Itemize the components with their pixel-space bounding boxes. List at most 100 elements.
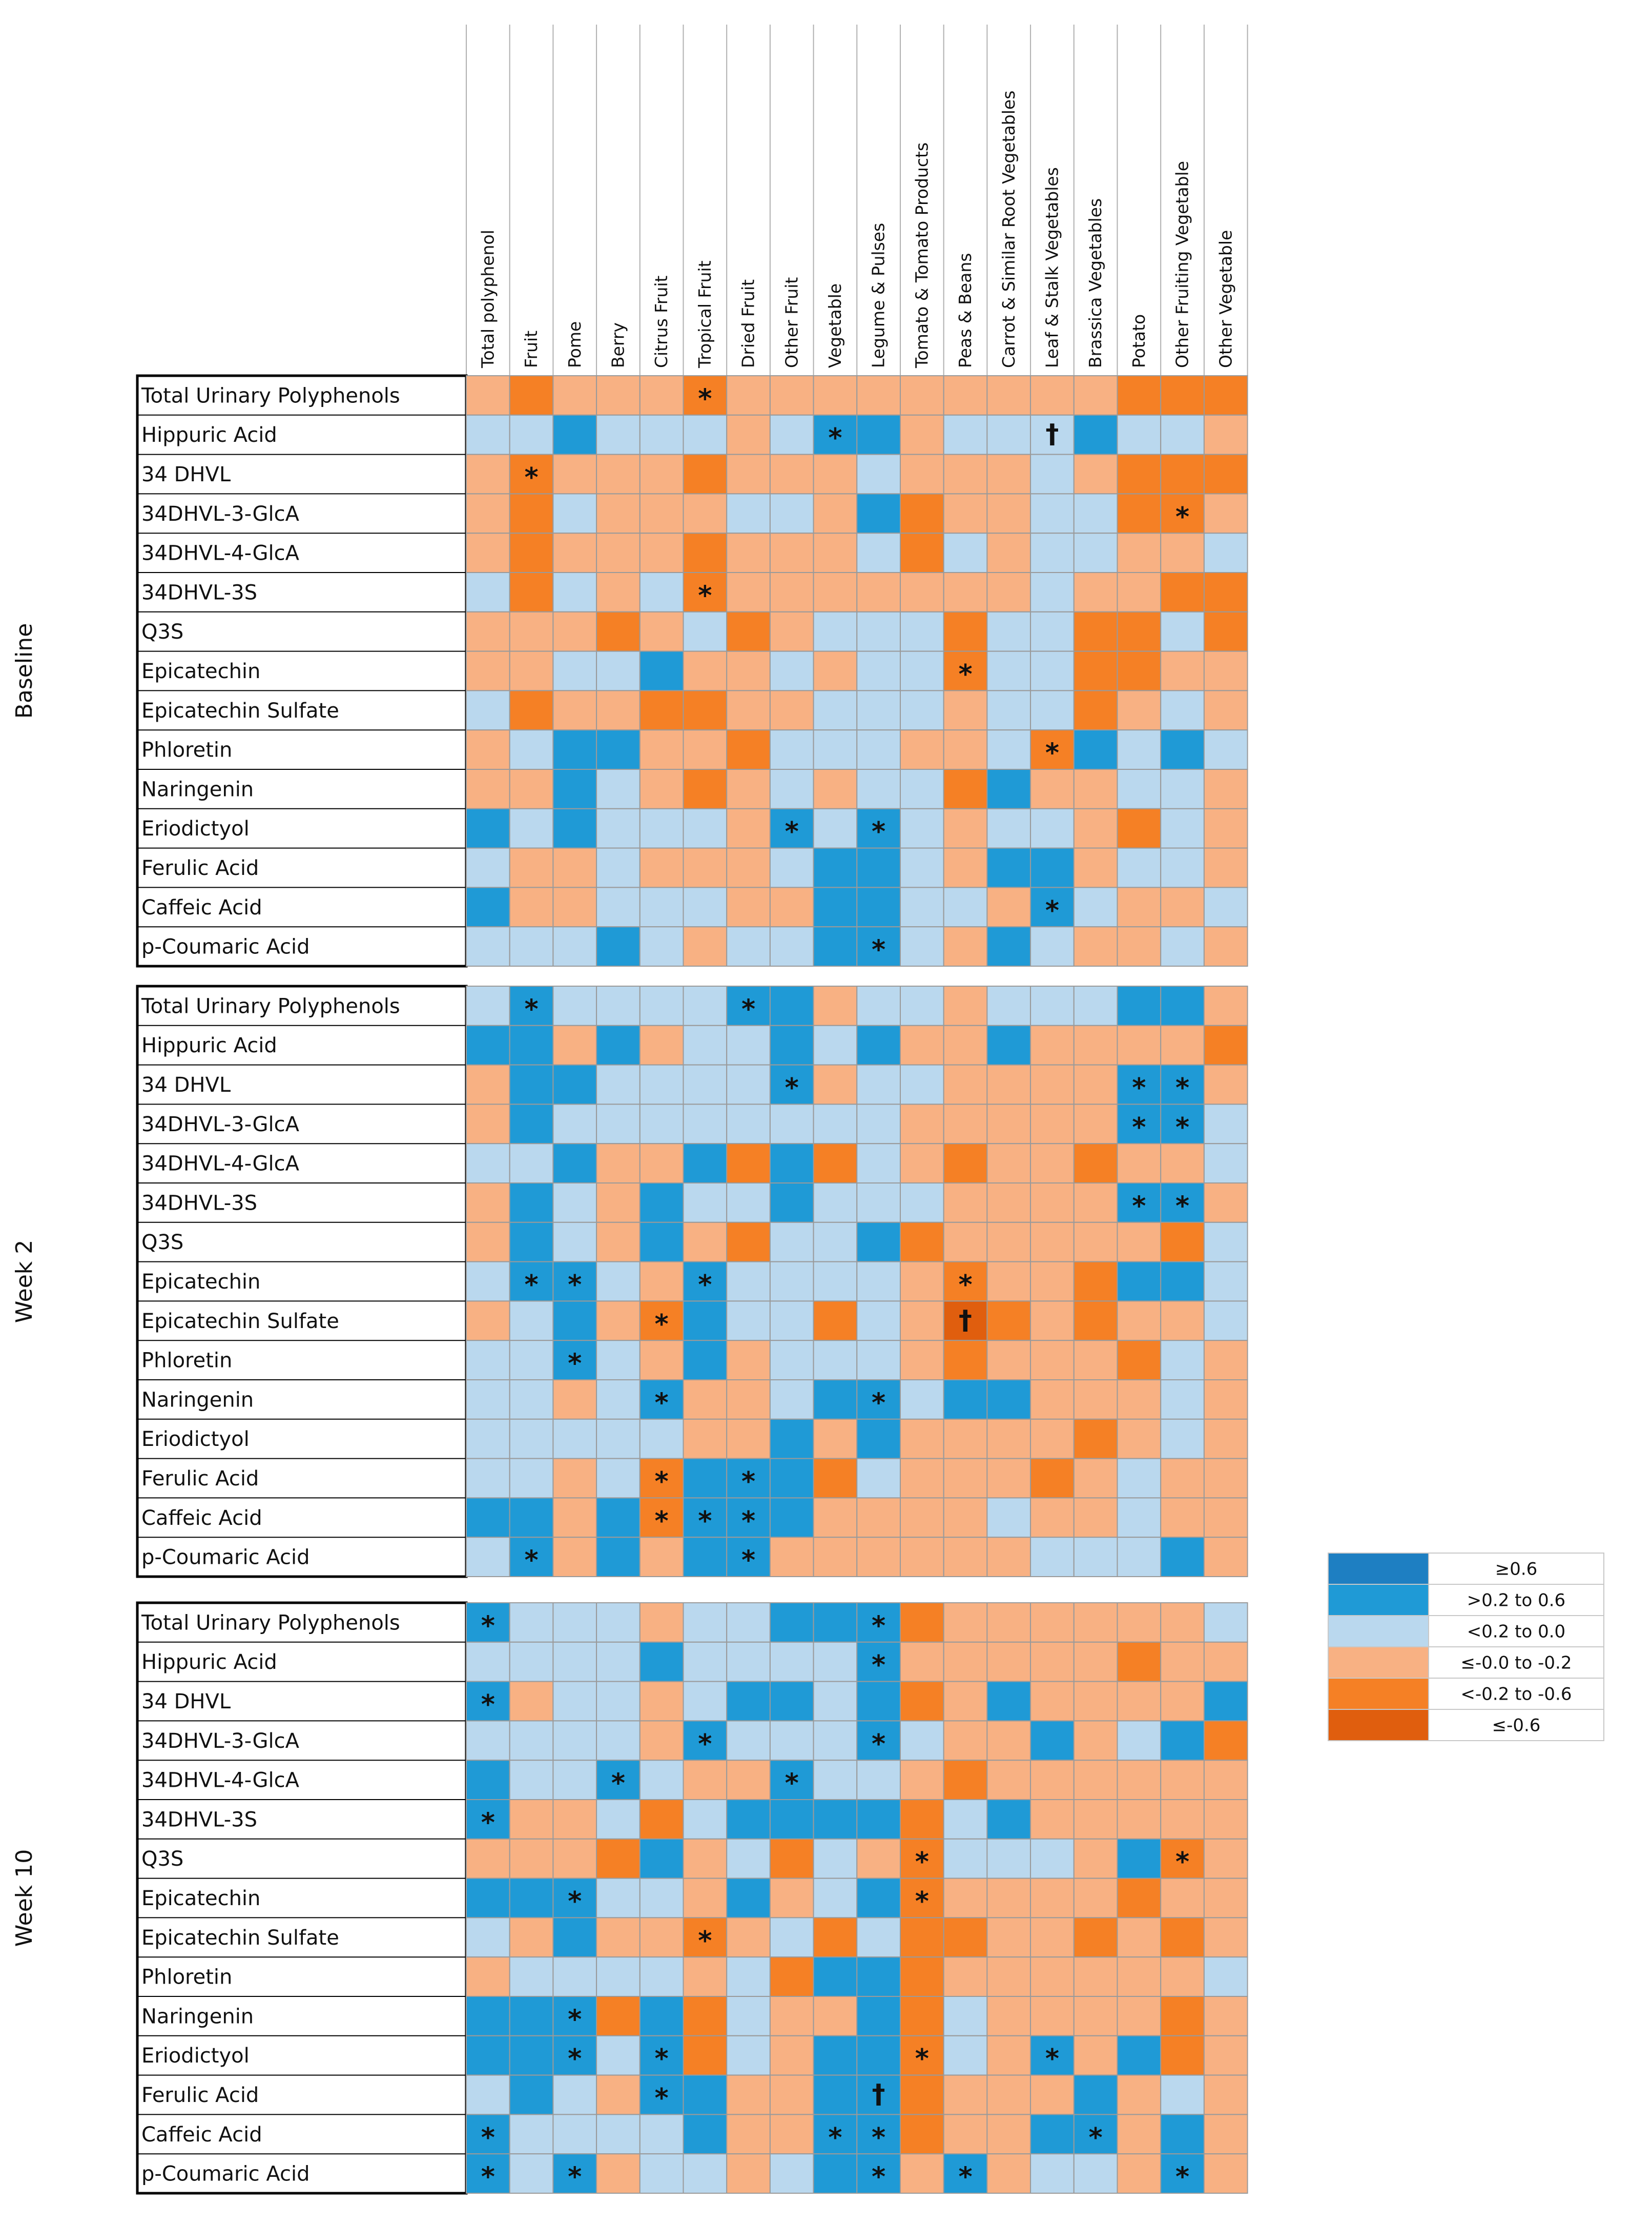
heatmap-cell [900, 454, 944, 495]
heatmap-cell [726, 650, 771, 691]
heatmap-cell [552, 887, 597, 928]
heatmap-cell [552, 1996, 597, 2036]
heatmap-cell [986, 375, 1031, 416]
heatmap-cell [943, 1458, 988, 1499]
heatmap-cell [1203, 650, 1248, 691]
heatmap-cell [596, 1418, 641, 1459]
heatmap-cell [1117, 1956, 1162, 1997]
heatmap-cell [596, 1681, 641, 1722]
heatmap-cell [813, 650, 858, 691]
row-label: Phloretin [141, 739, 232, 762]
heatmap-cell [856, 1182, 901, 1223]
column-header: Dried Fruit [738, 279, 758, 368]
heatmap-cell [943, 1064, 988, 1105]
column-header: Total polyphenol [478, 230, 498, 369]
heatmap-cell [943, 2035, 988, 2076]
heatmap-cell [1203, 1221, 1248, 1262]
heatmap-cell [1073, 1917, 1118, 1958]
heatmap-cell [813, 926, 858, 967]
heatmap-cell [1160, 986, 1205, 1026]
heatmap-cell [509, 1379, 554, 1420]
column-header: Other Fruiting Vegetable [1172, 161, 1192, 368]
heatmap-cell [769, 1602, 814, 1643]
heatmap-cell [856, 887, 901, 928]
heatmap-cell [856, 1996, 901, 2036]
heatmap-cell [813, 1458, 858, 1499]
heatmap-cell [900, 1182, 944, 1223]
heatmap-cell [856, 1877, 901, 1918]
heatmap-cell [1203, 2074, 1248, 2115]
heatmap-cell [596, 1064, 641, 1105]
column-header: Berry [608, 322, 628, 368]
heatmap-cell [552, 493, 597, 534]
heatmap-cell [943, 1760, 988, 1800]
heatmap-cell [596, 493, 641, 534]
heatmap-cell [726, 1221, 771, 1262]
heatmap-cell [683, 1641, 728, 1682]
heatmap-cell [466, 1956, 510, 1997]
significance-asterisk: * [1045, 738, 1059, 769]
significance-asterisk: * [481, 1689, 495, 1720]
heatmap-cell [943, 414, 988, 455]
heatmap-cell [1030, 1799, 1075, 1840]
heatmap-cell [552, 1681, 597, 1722]
heatmap-cell [986, 1300, 1031, 1341]
heatmap-cell [1073, 1720, 1118, 1761]
heatmap-cell [1160, 1379, 1205, 1420]
row-label: Epicatechin [141, 1887, 260, 1910]
heatmap-cell [900, 1418, 944, 1459]
significance-asterisk: * [872, 816, 885, 847]
heatmap-cell [726, 1300, 771, 1341]
heatmap-cell [900, 986, 944, 1026]
heatmap-cell [596, 887, 641, 928]
heatmap-cell [1160, 1799, 1205, 1840]
heatmap-cell [1030, 2153, 1075, 2194]
heatmap-cell [726, 1143, 771, 1183]
heatmap-cell [466, 1261, 510, 1302]
heatmap-cell [509, 375, 554, 416]
heatmap-cell [1160, 1760, 1205, 1800]
heatmap-cell [813, 1261, 858, 1302]
column-header: Citrus Fruit [651, 275, 671, 368]
heatmap-cell [726, 2114, 771, 2155]
heatmap-cell [1160, 2074, 1205, 2115]
heatmap-cell [1117, 1720, 1162, 1761]
heatmap-cell [986, 926, 1031, 967]
heatmap-cell [683, 454, 728, 495]
heatmap-cell [596, 1877, 641, 1918]
heatmap-cell [1073, 1877, 1118, 1918]
heatmap-cell [1117, 690, 1162, 731]
heatmap-cell [552, 2114, 597, 2155]
heatmap-cell [1160, 650, 1205, 691]
heatmap-cell [943, 493, 988, 534]
heatmap-cell [466, 1104, 510, 1145]
heatmap-cell [769, 1877, 814, 1918]
significance-asterisk: * [611, 1768, 625, 1799]
heatmap-cell [683, 1497, 728, 1538]
significance-asterisk: * [828, 2122, 842, 2153]
heatmap-cell [943, 1956, 988, 1997]
heatmap-cell [813, 1720, 858, 1761]
heatmap-cell [1030, 1760, 1075, 1800]
heatmap-cell [1160, 1064, 1205, 1105]
heatmap-cell [639, 1537, 684, 1577]
heatmap-cell [1160, 1602, 1205, 1643]
heatmap-cell [1073, 1064, 1118, 1105]
heatmap-cell [509, 1996, 554, 2036]
column-header: Peas & Beans [955, 253, 975, 368]
heatmap-cell [639, 847, 684, 888]
heatmap-cell [900, 847, 944, 888]
heatmap-cell [813, 808, 858, 849]
heatmap-cell [900, 1956, 944, 1997]
heatmap-cell [683, 650, 728, 691]
significance-asterisk: * [785, 816, 799, 847]
heatmap-cell [813, 769, 858, 809]
heatmap-cell [509, 454, 554, 495]
row-label: 34DHVL-4-GlcA [141, 542, 300, 565]
heatmap-cell [1073, 493, 1118, 534]
heatmap-cell [813, 2035, 858, 2076]
heatmap-cell [1030, 1877, 1075, 1918]
heatmap-cell [986, 847, 1031, 888]
heatmap-cell [943, 1799, 988, 1840]
heatmap-cell [1160, 454, 1205, 495]
